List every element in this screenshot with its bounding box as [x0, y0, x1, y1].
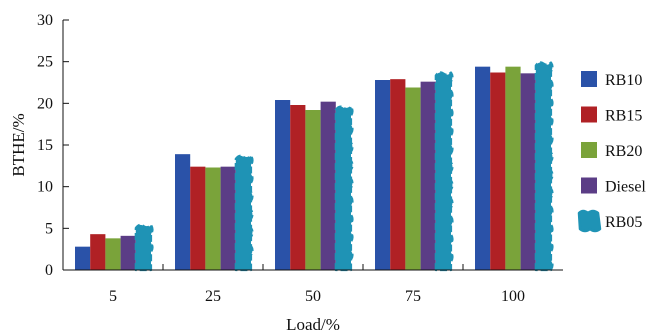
y-tick-label: 15 [37, 137, 53, 154]
bar-rb10-5 [75, 246, 91, 270]
y-tick-label: 30 [37, 12, 53, 29]
bar-rb20-50 [305, 110, 321, 270]
y-axis-title: BTHE/% [9, 113, 28, 176]
x-axis: 5 25 50 75 100 [63, 264, 563, 305]
bar-rb05-50 [334, 105, 354, 272]
x-tick-label: 5 [109, 288, 117, 305]
bar-diesel-75 [420, 81, 436, 271]
bar-rb20-25 [205, 167, 221, 270]
bar-rb15-75 [390, 79, 406, 271]
bar-rb05-25 [234, 154, 254, 272]
x-tick-label: 75 [405, 288, 421, 305]
y-tick-label: 10 [37, 179, 53, 196]
bar-rb20-75 [405, 87, 421, 270]
x-tick-label: 100 [501, 288, 525, 305]
bar-diesel-50 [320, 101, 336, 271]
bar-rb10-75 [375, 80, 391, 270]
y-tick-label: 25 [37, 54, 53, 71]
y-tick-label: 5 [45, 220, 53, 237]
bar-rb15-25 [190, 166, 206, 270]
x-axis-title: Load/% [286, 315, 340, 334]
legend-label-diesel: Diesel [605, 179, 646, 196]
bar-rb10-25 [175, 154, 191, 270]
bar-diesel-100 [520, 73, 536, 270]
legend-label-rb10: RB10 [605, 72, 642, 89]
legend-swatch-rb20 [581, 142, 597, 158]
bar-rb15-100 [490, 72, 506, 270]
y-axis: 0 5 10 15 20 25 30 [37, 12, 69, 279]
legend-label-rb20: RB20 [605, 143, 642, 160]
bar-diesel-25 [220, 166, 236, 270]
legend-label-rb15: RB15 [605, 108, 642, 125]
bar-rb20-100 [505, 66, 521, 271]
legend-swatch-rb10 [581, 71, 597, 87]
y-tick-label: 0 [45, 262, 53, 279]
y-tick-label: 20 [37, 95, 53, 112]
x-tick-label: 25 [205, 288, 221, 305]
bar-rb10-100 [475, 66, 491, 271]
legend-swatch-diesel [581, 177, 597, 194]
bar-rb15-50 [290, 105, 306, 270]
legend-swatch-rb15 [581, 106, 597, 123]
x-tick-label: 50 [305, 288, 321, 305]
bar-diesel-5 [120, 235, 136, 270]
legend-swatch-rb05 [577, 209, 602, 233]
legend: RB10 RB15 RB20 Diesel RB05 [577, 71, 646, 233]
bar-rb05-75 [434, 71, 454, 272]
bar-rb15-5 [90, 234, 106, 270]
bar-rb20-5 [105, 238, 121, 270]
bar-rb05-100 [534, 61, 554, 272]
legend-label-rb05: RB05 [605, 214, 642, 231]
bar-rb10-50 [275, 100, 291, 270]
plot-area [75, 61, 554, 272]
bar-rb05-5 [134, 223, 154, 272]
